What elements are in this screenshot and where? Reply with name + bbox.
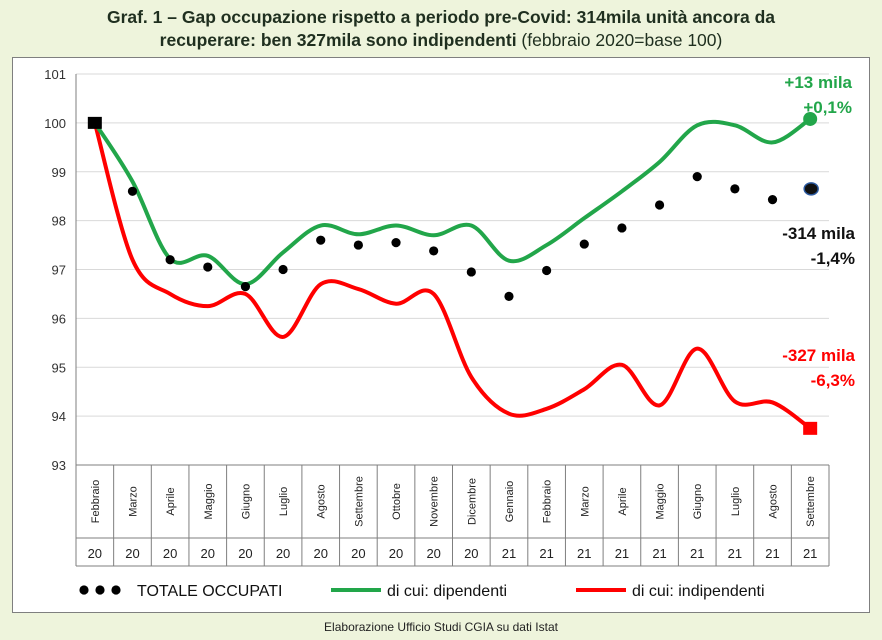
title-line-1: Graf. 1 – Gap occupazione rispetto a per… [106, 7, 776, 27]
year-label: 20 [163, 546, 177, 561]
legend-swatch-totale [111, 585, 121, 595]
y-tick-label: 100 [44, 116, 66, 131]
source-note: Elaborazione Ufficio Studi CGIA su dati … [324, 620, 558, 634]
y-tick-label: 101 [44, 67, 66, 82]
x-tick-label: Agosto [768, 484, 780, 518]
x-tick-label: Luglio [730, 487, 742, 516]
title-line-2-note: (febbraio 2020=base 100) [516, 30, 723, 50]
year-label: 20 [125, 546, 139, 561]
annotation-label: -327 mila [782, 346, 855, 365]
x-tick-label: Febbraio [542, 480, 554, 523]
year-label: 20 [276, 546, 290, 561]
point-totale [429, 246, 439, 256]
year-label: 20 [426, 546, 440, 561]
point-totale [730, 184, 740, 194]
x-tick-label: Gennaio [504, 481, 516, 523]
point-totale [504, 291, 514, 301]
x-tick-label: Giugno [240, 484, 252, 519]
point-totale [617, 223, 627, 233]
x-tick-label: Maggio [203, 483, 215, 519]
annotation-label: -6,3% [811, 371, 855, 390]
annotation-label: +13 mila [784, 73, 852, 92]
x-tick-label: Maggio [655, 483, 667, 519]
point-totale [391, 238, 401, 248]
legend-swatch-totale [79, 585, 89, 595]
year-label: 21 [539, 546, 553, 561]
year-label: 21 [615, 546, 629, 561]
point-totale [692, 172, 702, 182]
chart-svg: 93 94 95 96 97 98 99 100 101 Febbraio 20 Marzo 20 Apr… [44, 67, 855, 600]
x-tick-label: Ottobre [391, 483, 403, 520]
y-tick-label: 95 [52, 360, 66, 375]
year-label: 20 [88, 546, 102, 561]
y-tick-label: 93 [52, 458, 66, 473]
point-totale [278, 264, 288, 275]
x-tick-label: Novembre [429, 476, 441, 527]
point-totale [579, 239, 589, 249]
x-tick-label: Febbraio [90, 480, 102, 523]
year-label: 21 [765, 546, 779, 561]
y-tick-label: 99 [52, 165, 66, 180]
point-totale [203, 262, 213, 272]
x-tick-label: Giugno [692, 484, 704, 519]
year-label: 21 [577, 546, 591, 561]
legend-swatch-totale [95, 585, 105, 595]
point-totale [466, 267, 476, 277]
y-tick-label: 96 [52, 311, 66, 326]
annotation-label: -314 mila [782, 224, 855, 243]
start-marker [87, 116, 102, 129]
year-label: 20 [201, 546, 215, 561]
end-marker-indipendenti [803, 421, 818, 435]
annotation-label: +0,1% [803, 98, 852, 117]
x-tick-label: Settembre [805, 476, 817, 527]
year-label: 20 [464, 546, 478, 561]
y-tick-label: 97 [52, 263, 66, 278]
x-tick-label: Marzo [127, 486, 139, 517]
point-totale [127, 186, 138, 196]
x-tick-label: Aprile [617, 487, 629, 515]
x-tick-label: Dicembre [466, 478, 478, 525]
series-line-indipendenti [92, 122, 812, 430]
series-line-dipendenti [93, 117, 812, 287]
year-label: 21 [652, 546, 666, 561]
legend-label-dipendenti: di cui: dipendenti [387, 583, 507, 600]
y-tick-label: 94 [52, 409, 66, 424]
x-tick-label: Aprile [165, 487, 177, 515]
x-tick-label: Luglio [278, 487, 290, 516]
x-tick-label: Marzo [579, 486, 591, 517]
year-label: 20 [351, 546, 365, 561]
end-marker-totale [803, 182, 819, 196]
point-totale [767, 195, 778, 205]
year-label: 20 [313, 546, 327, 561]
chart-area: 93 94 95 96 97 98 99 100 101 Febbraio 20 Marzo 20 Apr… [12, 57, 870, 613]
year-label: 21 [803, 546, 817, 561]
end-marker-dipendenti [803, 111, 818, 126]
legend-label-totale: TOTALE OCCUPATI [137, 583, 283, 600]
point-totale [240, 282, 251, 292]
year-label: 20 [389, 546, 403, 561]
point-totale [542, 265, 552, 276]
x-tick-label: Agosto [316, 484, 328, 518]
point-totale [316, 235, 326, 245]
title-line-2-bold: recuperare: ben 327mila sono indipendent… [159, 30, 517, 50]
y-tick-label: 98 [52, 214, 66, 229]
point-totale [165, 255, 175, 265]
year-label: 20 [238, 546, 252, 561]
point-totale [654, 200, 665, 210]
x-tick-label: Settembre [353, 476, 365, 527]
year-label: 21 [690, 546, 704, 561]
chart-title: Graf. 1 – Gap occupazione rispetto a per… [0, 6, 882, 52]
year-label: 21 [502, 546, 516, 561]
point-totale [353, 240, 363, 250]
annotation-label: -1,4% [811, 249, 855, 268]
year-label: 21 [728, 546, 742, 561]
legend-label-indipendenti: di cui: indipendenti [632, 583, 765, 600]
title-line-2: recuperare: ben 327mila sono indipendent… [0, 29, 882, 52]
